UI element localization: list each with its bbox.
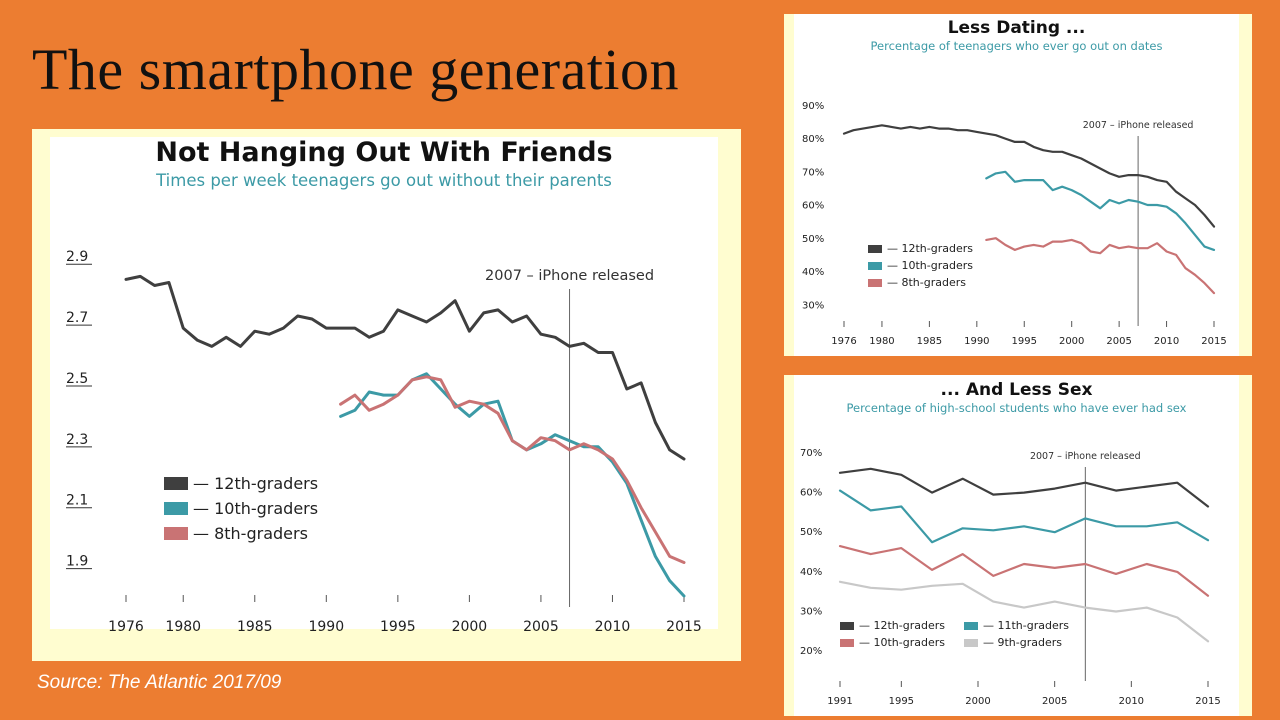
x-tick-label: 1985 bbox=[917, 336, 942, 347]
series-line-0 bbox=[842, 124, 1216, 228]
chart-dating-svg: Less Dating ...Percentage of teenagers w… bbox=[794, 14, 1239, 356]
x-tick-label: 1976 bbox=[108, 619, 144, 635]
iphone-release-label: 2007 – iPhone released bbox=[1083, 120, 1194, 131]
x-tick-label: 1990 bbox=[308, 619, 344, 635]
legend-label: — 8th-graders bbox=[193, 524, 308, 543]
iphone-release-label: 2007 – iPhone released bbox=[485, 268, 654, 284]
x-tick-label: 1990 bbox=[964, 336, 989, 347]
x-tick-label: 1980 bbox=[869, 336, 894, 347]
x-tick-label: 2000 bbox=[452, 619, 488, 635]
legend-swatch bbox=[164, 527, 188, 540]
chart-title: ... And Less Sex bbox=[941, 380, 1093, 400]
chart-subtitle: Times per week teenagers go out without … bbox=[155, 171, 612, 190]
chart-panel-dating: Less Dating ... Percentage of teenagers w… bbox=[784, 14, 1252, 356]
x-tick-label: 1976 bbox=[831, 336, 856, 347]
iphone-release-label: 2007 – iPhone released bbox=[1030, 451, 1141, 462]
x-tick-label: 1995 bbox=[1012, 336, 1037, 347]
legend-swatch bbox=[868, 245, 882, 253]
chart-title: Not Hanging Out With Friends bbox=[155, 137, 612, 168]
legend-swatch bbox=[964, 622, 978, 630]
y-tick-label: 70% bbox=[802, 167, 824, 178]
y-tick-label: 2.1 bbox=[66, 493, 88, 509]
series-line-0 bbox=[838, 467, 1210, 508]
y-tick-label: 30% bbox=[800, 606, 822, 617]
x-tick-label: 1980 bbox=[165, 619, 201, 635]
y-tick-label: 80% bbox=[802, 134, 824, 145]
y-tick-label: 40% bbox=[800, 567, 822, 578]
y-tick-label: 60% bbox=[802, 201, 824, 212]
legend-swatch bbox=[164, 477, 188, 490]
series-line-1 bbox=[838, 489, 1210, 544]
x-tick-label: 2000 bbox=[965, 696, 990, 707]
legend-swatch bbox=[868, 279, 882, 287]
y-tick-label: 40% bbox=[802, 267, 824, 278]
x-tick-label: 2015 bbox=[666, 619, 702, 635]
source-caption: Source: The Atlantic 2017/09 bbox=[37, 672, 282, 693]
legend-swatch bbox=[840, 639, 854, 647]
legend-label: — 10th-graders bbox=[859, 636, 945, 649]
legend-swatch bbox=[964, 639, 978, 647]
chart-panel-sex: ... And Less Sex Percentage of high-schoo… bbox=[784, 375, 1252, 716]
x-tick-label: 2005 bbox=[1106, 336, 1131, 347]
series-line-1 bbox=[985, 170, 1216, 251]
chart-title: Less Dating ... bbox=[948, 18, 1086, 38]
legend-label: — 12th-graders bbox=[887, 242, 973, 255]
legend-label: — 11th-graders bbox=[983, 619, 1069, 632]
x-tick-label: 2005 bbox=[523, 619, 559, 635]
chart-card-bg bbox=[794, 14, 1239, 356]
y-tick-label: 2.3 bbox=[66, 432, 88, 448]
y-tick-label: 2.5 bbox=[66, 371, 88, 387]
legend-swatch bbox=[164, 502, 188, 515]
y-tick-label: 1.9 bbox=[66, 554, 88, 570]
y-tick-label: 70% bbox=[800, 448, 822, 459]
x-tick-label: 2015 bbox=[1201, 336, 1226, 347]
chart-subtitle: Percentage of high-school students who h… bbox=[846, 401, 1186, 415]
legend-swatch bbox=[868, 262, 882, 270]
legend-label: — 10th-graders bbox=[887, 259, 973, 272]
chart-card-bg bbox=[794, 375, 1239, 716]
legend-label: — 12th-graders bbox=[859, 619, 945, 632]
legend-label: — 8th-graders bbox=[887, 276, 966, 289]
series-line-3 bbox=[838, 580, 1210, 643]
x-tick-label: 2010 bbox=[595, 619, 631, 635]
x-tick-label: 1985 bbox=[237, 619, 273, 635]
chart-friends-svg: Not Hanging Out With Friends Times per we… bbox=[50, 137, 718, 635]
legend-label: — 9th-graders bbox=[983, 636, 1062, 649]
x-tick-label: 2000 bbox=[1059, 336, 1084, 347]
series-line-2 bbox=[985, 237, 1216, 295]
slide-title: The smartphone generation bbox=[32, 37, 680, 102]
series-line-2 bbox=[838, 545, 1210, 597]
series-line-0 bbox=[124, 274, 686, 461]
legend-label: — 12th-graders bbox=[193, 474, 318, 493]
y-tick-label: 50% bbox=[802, 234, 824, 245]
y-tick-label: 90% bbox=[802, 101, 824, 112]
y-tick-label: 2.9 bbox=[66, 249, 88, 265]
y-tick-label: 60% bbox=[800, 488, 822, 499]
legend-label: — 10th-graders bbox=[193, 499, 318, 518]
series-line-2 bbox=[339, 375, 686, 564]
x-tick-label: 2010 bbox=[1119, 696, 1144, 707]
y-tick-label: 50% bbox=[800, 527, 822, 538]
chart-panel-friends: Not Hanging Out With Friends Times per we… bbox=[32, 129, 741, 661]
legend-swatch bbox=[840, 622, 854, 630]
x-tick-label: 1991 bbox=[827, 696, 852, 707]
x-tick-label: 2005 bbox=[1042, 696, 1067, 707]
x-tick-label: 1995 bbox=[889, 696, 914, 707]
chart-subtitle: Percentage of teenagers who ever go out … bbox=[871, 39, 1163, 53]
chart-card-bg bbox=[50, 137, 718, 629]
y-tick-label: 20% bbox=[800, 646, 822, 657]
y-tick-label: 30% bbox=[802, 300, 824, 311]
x-tick-label: 2010 bbox=[1154, 336, 1179, 347]
x-tick-label: 1995 bbox=[380, 619, 416, 635]
x-tick-label: 2015 bbox=[1195, 696, 1220, 707]
y-tick-label: 2.7 bbox=[66, 310, 88, 326]
